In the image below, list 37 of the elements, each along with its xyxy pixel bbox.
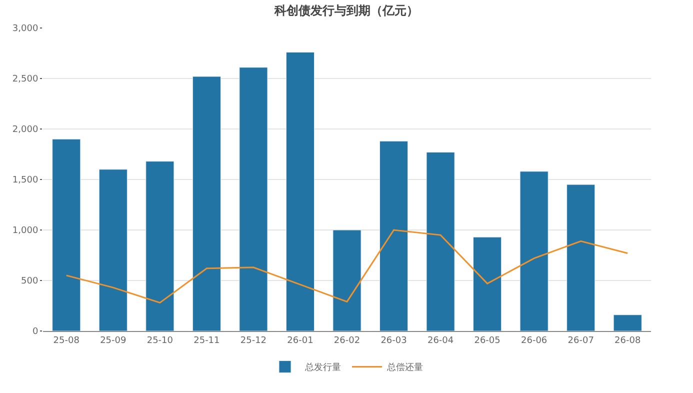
x-tick-label: 25-09: [100, 336, 126, 346]
y-tick-label: 500: [21, 276, 38, 287]
x-tick-label: 25-10: [146, 336, 174, 346]
y-tick-label: 2,500: [12, 74, 38, 85]
x-tick-label: 26-02: [334, 336, 360, 346]
legend-label: 总发行量: [304, 362, 341, 374]
y-tick-label: 3,000: [12, 24, 38, 34]
bar: [613, 314, 642, 331]
bar: [426, 152, 455, 331]
y-tick-label: 1,000: [12, 226, 38, 236]
bar: [192, 76, 221, 331]
legend-label: 总偿还量: [386, 362, 423, 374]
x-tick-label: 26-03: [380, 336, 407, 346]
bar: [332, 230, 362, 331]
bar: [146, 161, 174, 331]
bar: [379, 140, 408, 331]
bar: [239, 67, 268, 331]
x-tick-label: 25-08: [53, 336, 80, 346]
y-tick-label: 1,500: [12, 176, 38, 186]
x-tick-label: 26-05: [474, 336, 500, 346]
x-tick-label: 25-12: [240, 336, 267, 346]
x-tick-label: 26-08: [614, 336, 641, 346]
line-series: [66, 229, 628, 304]
bar: [52, 138, 81, 331]
bar: [98, 169, 128, 331]
bar: [286, 52, 315, 331]
chart-title: 科创债发行与到期（亿元）: [274, 3, 418, 18]
x-tick-label: 26-06: [521, 336, 548, 346]
x-tick-label: 26-04: [427, 336, 454, 346]
x-tick-label: 25-11: [194, 336, 220, 346]
bar: [566, 184, 596, 331]
bar: [520, 171, 548, 331]
bar: [473, 236, 502, 331]
x-tick-label: 26-01: [287, 336, 314, 346]
x-tick-label: 26-07: [568, 336, 594, 346]
y-tick-label: 0: [32, 327, 38, 338]
y-tick-label: 2,000: [12, 125, 38, 136]
